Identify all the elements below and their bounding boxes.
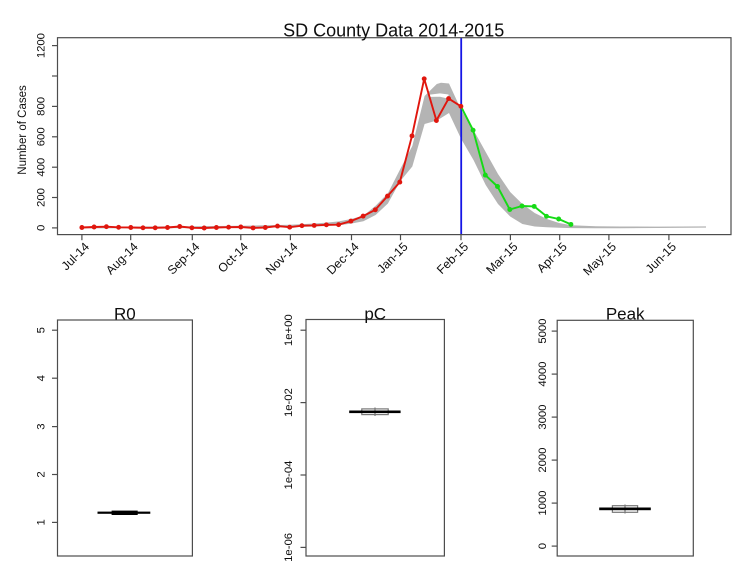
svg-text:pC: pC [364,305,386,324]
svg-text:Number of Cases: Number of Cases [17,85,29,175]
svg-text:5: 5 [36,327,48,333]
svg-text:1e+00: 1e+00 [283,314,295,346]
svg-text:3: 3 [36,423,48,429]
svg-text:1e-06: 1e-06 [283,533,295,562]
svg-text:SD County Data 2014-2015: SD County Data 2014-2015 [283,21,504,41]
svg-text:1e-04: 1e-04 [283,461,295,490]
svg-text:Peak: Peak [606,305,645,324]
svg-text:2: 2 [36,471,48,477]
svg-text:0: 0 [537,543,549,549]
svg-text:1200: 1200 [36,33,48,58]
svg-text:4000: 4000 [537,362,549,387]
svg-text:1e-02: 1e-02 [283,388,295,417]
svg-text:5000: 5000 [537,319,549,344]
svg-text:2000: 2000 [537,448,549,473]
svg-text:1: 1 [36,519,48,525]
svg-text:400: 400 [36,158,48,177]
svg-text:4: 4 [36,375,48,381]
svg-text:R0: R0 [114,305,136,324]
svg-text:0: 0 [36,225,48,231]
svg-text:1000: 1000 [537,491,549,516]
svg-text:800: 800 [36,97,48,116]
svg-text:600: 600 [36,127,48,146]
svg-text:3000: 3000 [537,405,549,430]
svg-text:200: 200 [36,188,48,207]
